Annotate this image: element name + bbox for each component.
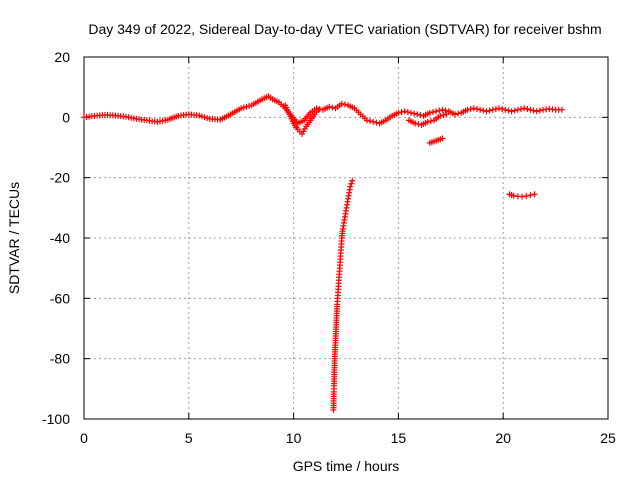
data-point xyxy=(246,103,253,110)
data-point xyxy=(474,106,480,113)
data-point xyxy=(415,121,422,128)
data-point xyxy=(427,118,434,125)
data-point xyxy=(395,109,402,116)
y-tick-label: -40 xyxy=(50,230,70,246)
data-point xyxy=(477,106,484,113)
data-point xyxy=(201,114,208,121)
data-point xyxy=(439,135,446,142)
data-point xyxy=(499,106,506,113)
y-tick-label: -20 xyxy=(50,170,70,186)
data-point xyxy=(502,106,509,113)
data-point xyxy=(367,118,374,125)
chart-title: Day 349 of 2022, Sidereal Day-to-day VTE… xyxy=(88,21,601,37)
data-point xyxy=(411,110,418,117)
data-point xyxy=(417,112,424,119)
data-point xyxy=(348,180,355,187)
data-point xyxy=(470,105,477,112)
data-point xyxy=(243,103,250,110)
data-point xyxy=(440,112,447,119)
data-point xyxy=(527,106,534,113)
data-point xyxy=(514,106,521,113)
x-tick-label: 20 xyxy=(495,430,511,446)
data-point xyxy=(521,105,528,112)
data-point xyxy=(316,106,323,113)
data-point xyxy=(437,112,444,119)
data-point xyxy=(198,113,205,120)
data-point xyxy=(505,107,512,114)
y-tick-label: 20 xyxy=(54,49,70,65)
data-point xyxy=(407,109,414,116)
data-point xyxy=(326,103,333,110)
data-point xyxy=(533,108,540,115)
tick-labels: 0 5 10 15 20 25 20 0 -20 -40 -60 -80 -100 xyxy=(42,49,616,446)
data-point xyxy=(518,106,525,113)
data-point xyxy=(429,109,436,116)
data-point xyxy=(558,106,565,113)
y-tick-label: -60 xyxy=(50,290,70,306)
data-point xyxy=(338,100,345,107)
data-point xyxy=(341,101,348,108)
data-point xyxy=(238,105,245,112)
data-point xyxy=(536,107,543,114)
data-point xyxy=(398,109,405,116)
data-point xyxy=(510,192,517,199)
data-point xyxy=(363,117,370,124)
data-point xyxy=(442,107,449,114)
data-point xyxy=(349,177,356,184)
data-points xyxy=(81,93,565,413)
data-point xyxy=(464,106,471,113)
x-tick-label: 25 xyxy=(600,430,616,446)
data-point xyxy=(401,108,408,115)
data-point xyxy=(496,105,503,112)
data-point xyxy=(455,110,462,117)
x-tick-label: 15 xyxy=(391,430,407,446)
x-tick-label: 5 xyxy=(185,430,193,446)
data-point xyxy=(443,111,450,118)
data-point xyxy=(414,111,421,118)
data-point xyxy=(483,108,490,115)
data-point xyxy=(204,115,211,122)
data-point xyxy=(433,108,440,115)
data-point xyxy=(373,119,380,126)
x-tick-label: 10 xyxy=(286,430,302,446)
x-axis-label: GPS time / hours xyxy=(293,458,400,474)
data-point xyxy=(480,107,487,114)
data-point xyxy=(426,109,433,116)
data-point xyxy=(330,406,337,413)
data-point xyxy=(524,106,531,113)
data-point xyxy=(519,193,526,200)
data-point xyxy=(486,107,493,114)
data-point xyxy=(240,104,247,111)
data-point xyxy=(467,106,474,113)
data-point xyxy=(370,118,377,125)
y-axis-label: SDTVAR / TECUs xyxy=(6,182,22,294)
data-point xyxy=(451,111,458,118)
data-point xyxy=(404,109,411,116)
data-point xyxy=(196,112,203,119)
y-tick-label: -80 xyxy=(50,351,70,367)
data-point xyxy=(424,118,431,125)
data-point xyxy=(489,106,496,113)
data-point xyxy=(530,107,537,114)
data-point xyxy=(439,106,446,113)
data-point xyxy=(412,120,419,127)
data-point xyxy=(315,106,322,113)
data-point xyxy=(508,108,515,115)
y-tick-label: 0 xyxy=(62,109,70,125)
data-point xyxy=(436,107,443,114)
data-point xyxy=(492,106,499,113)
data-point xyxy=(527,192,534,199)
data-point xyxy=(531,191,538,198)
data-point xyxy=(511,107,518,114)
data-point xyxy=(523,193,530,200)
data-point xyxy=(329,104,336,111)
x-tick-label: 0 xyxy=(80,430,88,446)
y-tick-label: -100 xyxy=(42,411,70,427)
